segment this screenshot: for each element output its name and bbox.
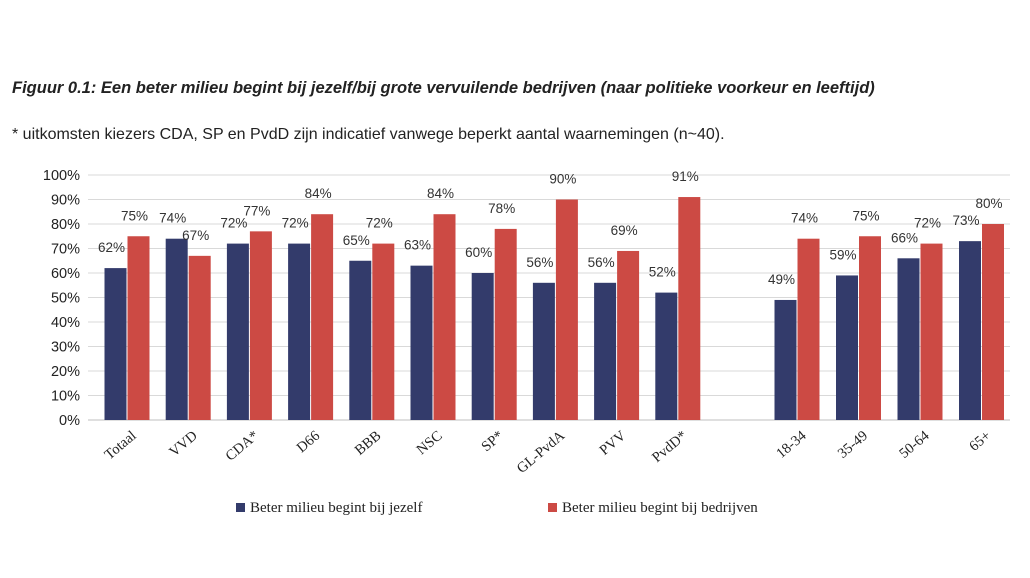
data-label-jezelf: 73%: [952, 213, 979, 228]
bar-jezelf: [594, 282, 617, 420]
bar-bedrijven: [372, 243, 395, 420]
y-tick-label: 0%: [59, 413, 80, 429]
figure-title: Figuur 0.1: Een beter milieu begint bij …: [12, 79, 875, 97]
data-label-bedrijven: 72%: [914, 216, 941, 231]
data-label-bedrijven: 69%: [611, 223, 638, 238]
y-tick-label: 100%: [43, 168, 80, 184]
bar-jezelf: [410, 265, 433, 420]
data-label-bedrijven: 78%: [488, 201, 515, 216]
bar-bedrijven: [920, 243, 943, 420]
x-category-label: PvdD*: [649, 428, 690, 466]
data-label-jezelf: 56%: [526, 255, 553, 270]
bar-jezelf: [165, 238, 188, 420]
bar-jezelf: [655, 292, 678, 420]
y-tick-label: 30%: [51, 340, 80, 356]
data-label-bedrijven: 75%: [852, 208, 879, 223]
data-label-jezelf: 60%: [465, 245, 492, 260]
data-label-bedrijven: 84%: [427, 186, 454, 201]
bar-jezelf: [959, 241, 981, 420]
data-label-jezelf: 56%: [588, 255, 615, 270]
x-category-label: PVV: [597, 427, 630, 458]
bar-bedrijven: [127, 236, 150, 420]
data-label-bedrijven: 84%: [305, 186, 332, 201]
x-category-label: 18-34: [773, 427, 810, 461]
data-label-jezelf: 63%: [404, 238, 431, 253]
x-category-label: CDA*: [223, 428, 262, 465]
bar-bedrijven: [859, 236, 881, 420]
bar-bedrijven: [311, 214, 334, 420]
bar-bedrijven: [982, 224, 1004, 420]
data-label-jezelf: 74%: [159, 211, 186, 226]
x-category-label: 35-49: [835, 428, 871, 462]
data-label-jezelf: 72%: [282, 216, 309, 231]
data-label-bedrijven: 77%: [243, 203, 270, 218]
bar-bedrijven: [188, 255, 211, 420]
bar-jezelf: [226, 243, 249, 420]
data-label-jezelf: 72%: [220, 216, 247, 231]
bar-bedrijven: [617, 250, 640, 420]
y-tick-label: 50%: [51, 291, 80, 307]
y-tick-label: 80%: [51, 217, 80, 233]
y-tick-label: 40%: [51, 315, 80, 331]
bar-bedrijven: [433, 214, 456, 420]
legend-swatch-jezelf: [236, 503, 245, 512]
legend-swatch-bedrijven: [548, 503, 557, 512]
data-label-bedrijven: 72%: [366, 216, 393, 231]
data-label-bedrijven: 91%: [672, 169, 699, 184]
data-label-bedrijven: 67%: [182, 228, 209, 243]
y-tick-label: 90%: [51, 193, 80, 209]
legend-label-bedrijven: Beter milieu begint bij bedrijven: [562, 500, 758, 516]
bar-bedrijven: [555, 199, 578, 420]
data-label-bedrijven: 80%: [975, 196, 1002, 211]
bar-jezelf: [349, 260, 372, 420]
bar-jezelf: [104, 268, 127, 420]
bar-bedrijven: [494, 228, 517, 420]
y-tick-label: 60%: [51, 266, 80, 282]
bar-bedrijven: [678, 197, 701, 420]
x-category-label: Totaal: [102, 428, 140, 463]
bar-jezelf: [836, 275, 858, 420]
bar-bedrijven: [797, 238, 820, 420]
bar-jezelf: [774, 299, 797, 420]
bar-jezelf: [532, 282, 555, 420]
x-category-label: GL-PvdA: [514, 427, 569, 476]
y-tick-label: 70%: [51, 242, 80, 258]
y-tick-label: 10%: [51, 389, 80, 405]
data-label-jezelf: 59%: [829, 247, 856, 262]
data-label-bedrijven: 74%: [791, 211, 818, 226]
figure-subtitle: * uitkomsten kiezers CDA, SP en PvdD zij…: [12, 126, 725, 143]
legend-label-jezelf: Beter milieu begint bij jezelf: [250, 500, 422, 516]
bar-bedrijven: [249, 231, 272, 420]
bar-jezelf: [288, 243, 311, 420]
bar-jezelf: [897, 258, 920, 420]
y-tick-label: 20%: [51, 364, 80, 380]
data-label-jezelf: 49%: [768, 272, 795, 287]
data-label-bedrijven: 75%: [121, 208, 148, 223]
data-label-jezelf: 62%: [98, 240, 125, 255]
data-label-jezelf: 52%: [649, 265, 676, 280]
bar-jezelf: [471, 273, 494, 420]
x-category-label: BBB: [352, 428, 385, 459]
data-label-bedrijven: 90%: [549, 172, 576, 187]
x-category-label: NSC: [414, 428, 446, 458]
x-category-label: SP*: [479, 428, 507, 455]
x-category-label: 50-64: [896, 427, 933, 461]
data-label-jezelf: 66%: [891, 230, 918, 245]
x-category-label: 65+: [966, 428, 994, 455]
data-label-jezelf: 65%: [343, 233, 370, 248]
x-category-label: D66: [294, 428, 323, 456]
x-category-label: VVD: [166, 428, 200, 460]
